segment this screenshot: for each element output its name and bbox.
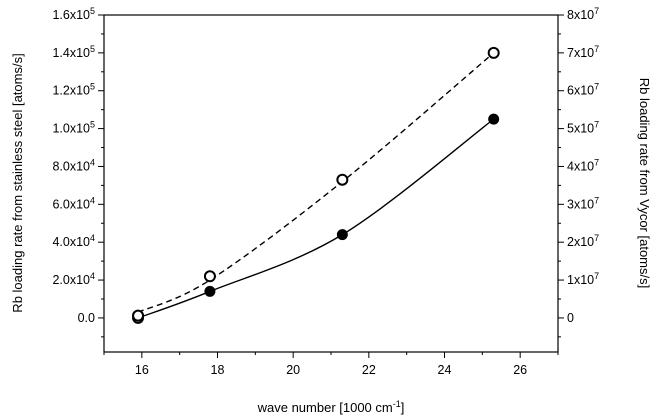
y-right-tick-label: 1x107 <box>567 271 599 287</box>
x-axis-ticks: 16 18 20 22 24 26 <box>103 352 559 377</box>
x-tick-label: 24 <box>438 363 452 377</box>
y-right-tick-label: 5x107 <box>567 120 599 136</box>
y-right-tick-label: 2x107 <box>567 233 599 249</box>
y-left-tick-label: 8.0x104 <box>52 157 95 173</box>
y-left-tick-label: 1.6x105 <box>52 6 95 22</box>
y-right-tick-label: 3x107 <box>567 195 599 211</box>
stainless-steel-point <box>204 285 216 297</box>
fit-curves <box>137 52 495 319</box>
vycor-point <box>203 270 216 283</box>
stainless-steel-point <box>488 113 500 125</box>
x-tick-label: 18 <box>211 363 225 377</box>
y-right-tick-label: 8x107 <box>567 6 599 22</box>
vycor-fit-curve <box>137 52 495 313</box>
x-tick-label: 22 <box>362 363 376 377</box>
plot-frame <box>103 14 559 353</box>
y-left-tick-label: 1.2x105 <box>52 82 95 98</box>
vycor-point <box>487 46 500 59</box>
y-left-tick-label: 4.0x104 <box>52 233 95 249</box>
stainless-steel-point <box>336 229 348 241</box>
x-tick-label: 20 <box>286 363 300 377</box>
x-tick-label: 16 <box>135 363 149 377</box>
y-left-tick-label: 0.0 <box>78 311 95 325</box>
y-left-tick-label: 1.4x105 <box>52 44 95 60</box>
y-right-tick-label: 6x107 <box>567 82 599 98</box>
vycor-point <box>132 309 145 322</box>
y-right-tick-label: 0 <box>567 311 574 325</box>
y-left-tick-label: 6.0x104 <box>52 195 95 211</box>
y-left-axis-ticks: 0.0 2.0x104 4.0x104 6.0x104 8.0x104 1.0x105 1.… <box>52 6 104 338</box>
y-left-tick-label: 1.0x105 <box>52 120 95 136</box>
y-left-tick-label: 2.0x104 <box>52 271 95 287</box>
x-tick-label: 26 <box>513 363 527 377</box>
y-right-tick-label: 7x107 <box>567 44 599 60</box>
vycor-point <box>336 173 349 186</box>
x-axis-label: wave number [1000 cm-1] <box>257 399 405 415</box>
y-left-axis-label: Rb loading rate from stainless steel [at… <box>10 53 25 312</box>
y-right-tick-label: 4x107 <box>567 157 599 173</box>
y-right-axis-ticks: 0 1x107 2x107 3x107 4x107 5x107 6x107 7x107 8x10… <box>558 6 599 338</box>
stainless-steel-fit-curve <box>137 118 495 319</box>
y-right-axis-label: Rb loading rate from Vycor [atoms/s] <box>637 78 652 289</box>
data-points <box>132 46 500 324</box>
